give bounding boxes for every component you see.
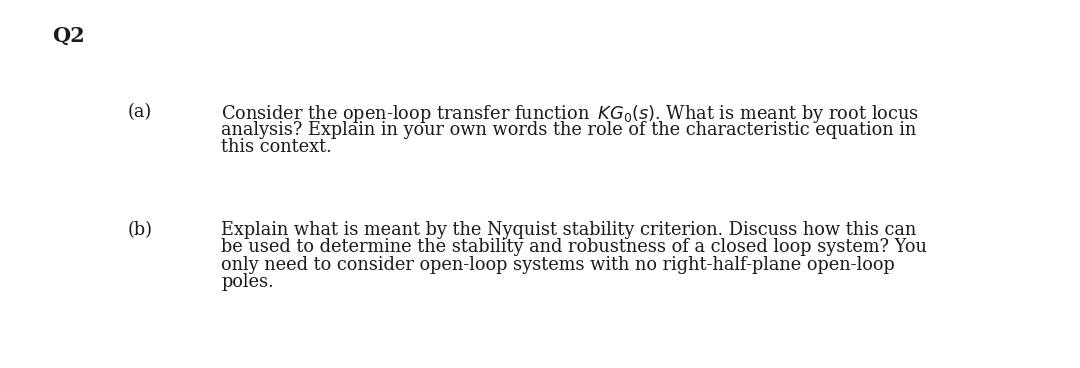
Text: (a): (a) [127,103,151,121]
Text: be used to determine the stability and robustness of a closed loop system? You: be used to determine the stability and r… [221,238,928,256]
Text: Q2: Q2 [52,26,84,46]
Text: this context.: this context. [221,138,332,156]
Text: Consider the open-loop transfer function  $KG_0(s)$. What is meant by root locus: Consider the open-loop transfer function… [221,103,919,125]
Text: Explain what is meant by the Nyquist stability criterion. Discuss how this can: Explain what is meant by the Nyquist sta… [221,221,917,239]
Text: poles.: poles. [221,273,274,291]
Text: only need to consider open-loop systems with no right-half-plane open-loop: only need to consider open-loop systems … [221,256,895,274]
Text: analysis? Explain in your own words the role of the characteristic equation in: analysis? Explain in your own words the … [221,121,917,138]
Text: (b): (b) [127,221,152,239]
